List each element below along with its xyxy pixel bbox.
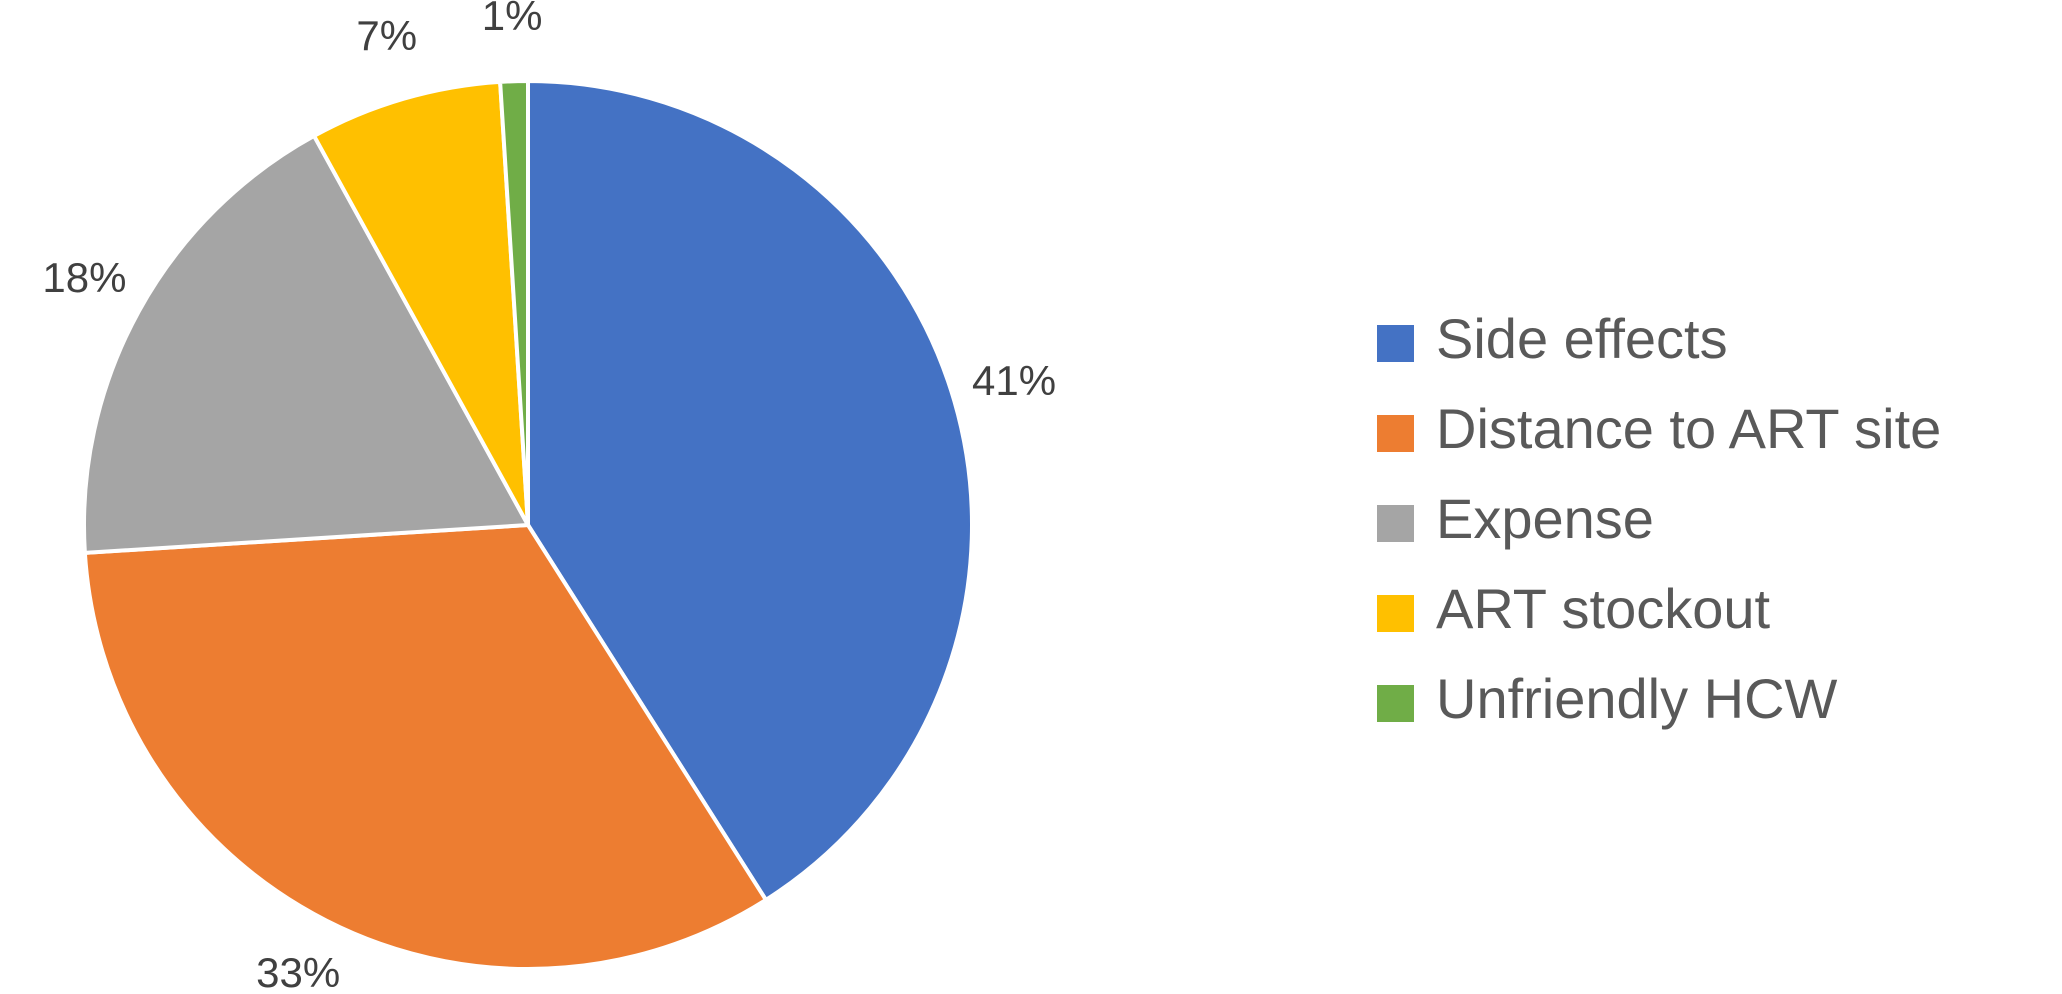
- legend-label: Expense: [1436, 487, 1654, 550]
- data-label: 7%: [356, 12, 417, 59]
- pie-slice: [82, 522, 769, 971]
- legend-label: Distance to ART site: [1436, 397, 1941, 460]
- legend-swatch: [1377, 415, 1414, 452]
- legend-label: ART stockout: [1436, 577, 1771, 640]
- legend-label: Unfriendly HCW: [1436, 667, 1838, 730]
- pie-slice: [497, 78, 530, 526]
- data-label: 41%: [972, 357, 1056, 404]
- legend-swatch: [1377, 325, 1414, 362]
- legend-swatch: [1377, 685, 1414, 722]
- legend-swatch: [1377, 595, 1414, 632]
- data-label: 1%: [482, 0, 543, 39]
- pie-slice: [82, 133, 532, 556]
- pie-slice: [526, 78, 974, 903]
- pie-slice: [311, 79, 530, 526]
- data-label: 33%: [256, 949, 340, 994]
- legend-label: Side effects: [1436, 307, 1728, 370]
- legend-swatch: [1377, 505, 1414, 542]
- data-label: 18%: [42, 254, 126, 301]
